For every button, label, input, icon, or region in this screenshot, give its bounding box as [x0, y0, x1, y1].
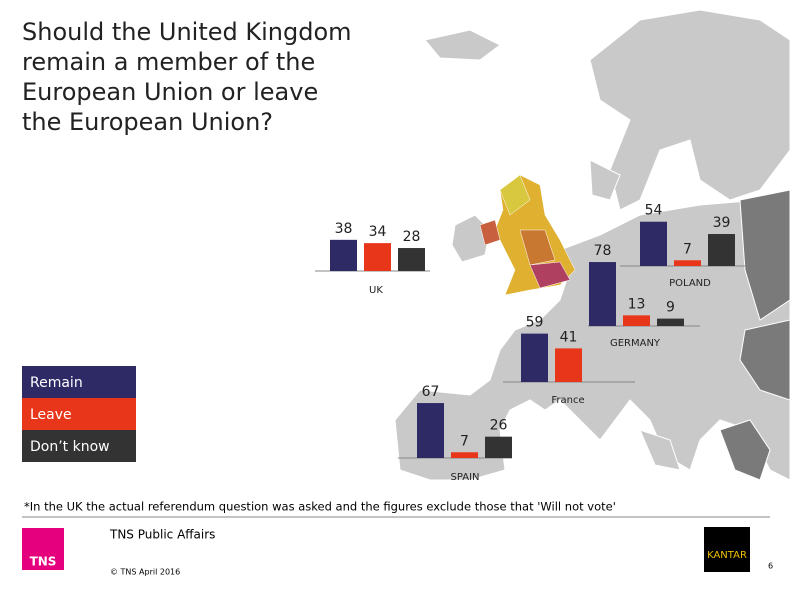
copyright: © TNS April 2016 — [110, 568, 180, 577]
tns-logo — [22, 528, 64, 570]
bar — [451, 452, 478, 458]
value-label: 13 — [628, 296, 646, 312]
bar — [708, 234, 735, 266]
value-label: 78 — [594, 243, 612, 259]
tns-logo-text: TNS — [30, 555, 57, 569]
title-line: European Union or leave — [22, 78, 318, 106]
title-line: remain a member of the — [22, 48, 315, 76]
value-label: 54 — [645, 203, 663, 219]
country-label: France — [551, 395, 584, 406]
country-label: POLAND — [669, 278, 711, 289]
bar — [330, 239, 357, 271]
value-label: 7 — [460, 433, 469, 449]
legend: Remain Leave Don’t know — [22, 366, 136, 462]
value-label: 7 — [683, 241, 692, 257]
value-label: 28 — [403, 229, 421, 245]
footnote: *In the UK the actual referendum questio… — [24, 500, 616, 514]
value-label: 39 — [713, 215, 731, 231]
country-label: UK — [369, 285, 383, 296]
bar — [521, 333, 548, 382]
legend-label: Leave — [30, 407, 72, 423]
legend-label: Don’t know — [30, 439, 110, 455]
title-line: the European Union? — [22, 108, 273, 136]
bar — [623, 315, 650, 326]
country-label: SPAIN — [450, 472, 479, 483]
page-number: 6 — [768, 562, 773, 571]
kantar-text: KANTAR — [707, 550, 747, 561]
title-line: Should the United Kingdom — [22, 18, 352, 46]
bar — [485, 436, 512, 458]
bar — [640, 221, 667, 266]
country-label: GERMANY — [610, 338, 661, 349]
bar — [674, 260, 701, 266]
bar — [417, 403, 444, 458]
value-label: 38 — [335, 221, 353, 237]
bar — [398, 248, 425, 271]
value-label: 9 — [666, 300, 675, 316]
charts: 38 34 28 UK 54 7 39 POLAND 78 13 9 GERMANY 59 41 Franc… — [315, 203, 745, 483]
value-label: 67 — [422, 384, 440, 400]
kantar-logo — [704, 527, 750, 572]
value-label: 26 — [490, 418, 508, 434]
value-label: 59 — [526, 315, 544, 331]
value-label: 34 — [369, 224, 387, 240]
bar — [555, 348, 582, 382]
org: TNS Public Affairs — [109, 528, 215, 542]
legend-swatch — [22, 366, 136, 398]
map — [394, 9, 790, 481]
legend-label: Remain — [30, 375, 83, 391]
legend-swatch — [22, 430, 136, 462]
legend-swatch — [22, 398, 136, 430]
bar — [657, 318, 684, 326]
bar — [364, 243, 391, 271]
bar — [589, 262, 616, 326]
value-label: 41 — [560, 329, 578, 345]
uk-map — [479, 174, 576, 296]
